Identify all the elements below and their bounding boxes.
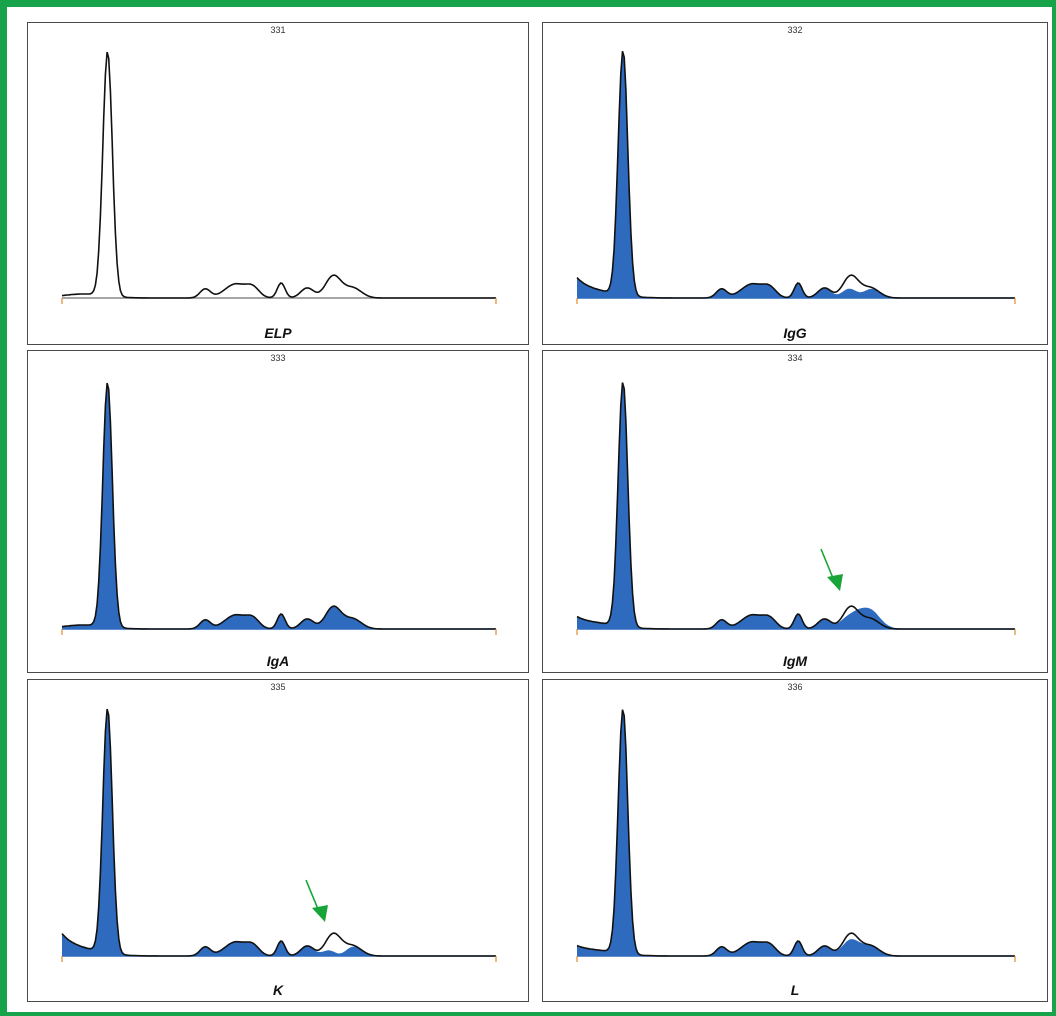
panel-iga: 333 IgA <box>27 350 529 673</box>
panel-label: K <box>272 982 284 998</box>
density-outline <box>576 382 1015 630</box>
densitogram-igm <box>576 382 1016 635</box>
panel-number: 333 <box>270 353 286 363</box>
density-fill <box>577 51 1015 299</box>
panel-label: IgM <box>782 653 808 669</box>
panel-igm: 334 IgM <box>542 350 1048 673</box>
density-outline <box>61 382 496 630</box>
density-outline <box>576 709 1015 957</box>
panel-number: 334 <box>787 353 803 363</box>
panel-number: 335 <box>270 682 286 692</box>
density-fill <box>577 709 1015 956</box>
density-outline <box>61 708 496 957</box>
panel-kappa: 335 K <box>27 679 529 1002</box>
panel-number: 336 <box>787 682 803 692</box>
densitogram-igg <box>576 50 1016 304</box>
arrow-head <box>312 905 328 922</box>
panel-lambda: 336 L <box>542 679 1048 1002</box>
densitogram-iga <box>61 382 497 635</box>
panel-igg: 332 IgG <box>542 22 1048 345</box>
density-fill <box>577 382 1015 629</box>
density-fill <box>62 709 496 956</box>
densitogram-lambda <box>576 709 1016 962</box>
panel-number: 332 <box>787 25 803 35</box>
densitogram-kappa <box>61 708 497 962</box>
densitogram-elp <box>61 51 497 304</box>
density-outline <box>61 51 496 299</box>
panel-label: IgA <box>266 653 290 669</box>
density-outline <box>576 50 1015 299</box>
panel-elp: 331 ELP <box>27 22 529 345</box>
panel-label: L <box>790 982 800 998</box>
arrow-head <box>827 574 843 591</box>
density-fill <box>62 383 496 629</box>
panel-number: 331 <box>270 25 286 35</box>
panel-label: ELP <box>264 325 292 341</box>
panel-label: IgG <box>783 325 807 341</box>
